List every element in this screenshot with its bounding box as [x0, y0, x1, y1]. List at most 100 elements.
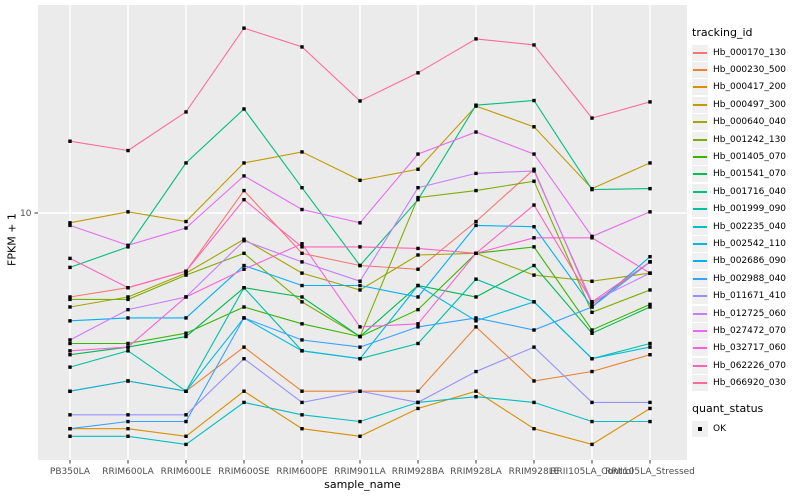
legend-title-quant-status: quant_status [692, 401, 764, 415]
legend-color-line-icon [693, 51, 707, 54]
legend-item-Hb_032717_060: Hb_032717_060 [692, 340, 800, 357]
svg-text:RRIM928BA: RRIM928BA [392, 467, 445, 477]
legend-item-label: Hb_011671_410 [713, 291, 787, 302]
legend-key-box [692, 131, 708, 148]
legend-items: Hb_000170_130 Hb_000230_500 Hb_000417_200 H… [692, 44, 800, 392]
svg-text:RRII105LA_Control: RRII105LA_Control [550, 467, 633, 477]
legend-item-label: Hb_001999_090 [713, 204, 787, 215]
legend-block-quant-status: quant_status OK [692, 402, 800, 438]
legend-color-line-icon [693, 312, 707, 315]
legend-color-line-icon [693, 347, 707, 350]
legend-item-label: Hb_000170_130 [713, 47, 787, 58]
legend-item-label: Hb_001541_070 [713, 169, 787, 180]
svg-text:RRIM600PE: RRIM600PE [276, 467, 328, 477]
legend-item-Hb_000170_130: Hb_000170_130 [692, 44, 800, 61]
legend-item-label: Hb_000230_500 [713, 65, 787, 76]
legend-item-Hb_066920_030: Hb_066920_030 [692, 374, 800, 392]
legend-item-label: Hb_027472_070 [713, 325, 787, 336]
legend-item-label: Hb_000640_040 [713, 117, 787, 128]
point-markers [68, 26, 652, 447]
svg-text:PB350LA: PB350LA [50, 467, 91, 477]
legend-item-Hb_000497_300: Hb_000497_300 [692, 96, 800, 113]
legend-item-ok: OK [692, 420, 800, 438]
legend-color-line-icon [693, 295, 707, 298]
legend-key-box [692, 183, 708, 200]
legend-key-box [692, 218, 708, 235]
legend-item-label: Hb_002235_040 [713, 221, 787, 232]
legend-item-Hb_001541_070: Hb_001541_070 [692, 166, 800, 183]
legend-color-line-icon [693, 260, 707, 263]
legend-key-box [692, 305, 708, 322]
legend-item-label: Hb_002686_090 [713, 256, 787, 267]
legend-item-Hb_002542_110: Hb_002542_110 [692, 235, 800, 252]
legend-key-box [692, 62, 708, 79]
legend-title-tracking-id: tracking_id [692, 26, 753, 39]
legend-key-box [692, 288, 708, 305]
legend-color-line-icon [693, 190, 707, 193]
svg-text:RRIM901LA: RRIM901LA [334, 467, 386, 477]
legend-color-line-icon [693, 138, 707, 141]
legend-item-label: Hb_032717_060 [713, 343, 787, 354]
legend-key-box [692, 166, 708, 183]
legend-item-Hb_001405_070: Hb_001405_070 [692, 148, 800, 166]
legend-key-box [692, 357, 708, 374]
legend-color-line-icon [693, 364, 707, 367]
legend-color-line-icon [693, 242, 707, 245]
legend-item-Hb_001716_040: Hb_001716_040 [692, 183, 800, 200]
legend-item-Hb_062226_070: Hb_062226_070 [692, 357, 800, 374]
legend-item-Hb_027472_070: Hb_027472_070 [692, 322, 800, 339]
legend-key-box [692, 201, 708, 218]
legend-color-line-icon [693, 121, 707, 124]
legend-key-box [692, 235, 708, 252]
svg-text:RRII105LA_Stressed: RRII105LA_Stressed [605, 467, 695, 477]
legend-key-box [692, 149, 708, 166]
svg-text:RRIM600SE: RRIM600SE [218, 467, 270, 477]
legend: tracking_id Hb_000170_130 Hb_000230_500 Hb… [692, 26, 800, 438]
legend-key-box [692, 253, 708, 270]
svg-text:10: 10 [20, 209, 32, 219]
svg-text:RRIM600LE: RRIM600LE [161, 467, 212, 477]
legend-item-Hb_000230_500: Hb_000230_500 [692, 61, 800, 79]
legend-item-label: Hb_001242_130 [713, 134, 787, 145]
legend-item-label: Hb_066920_030 [713, 378, 787, 389]
legend-color-line-icon [693, 173, 707, 176]
legend-item-Hb_002988_040: Hb_002988_040 [692, 270, 800, 287]
legend-item-label: Hb_001716_040 [713, 186, 787, 197]
gridlines [38, 5, 687, 460]
legend-key-box [692, 420, 708, 437]
legend-key-box [692, 114, 708, 131]
y-tick-labels: 10 [20, 209, 32, 219]
legend-item-label: Hb_002542_110 [713, 238, 787, 249]
legend-item-label: Hb_001405_070 [713, 152, 787, 163]
legend-item-Hb_002235_040: Hb_002235_040 [692, 218, 800, 235]
legend-item-Hb_001242_130: Hb_001242_130 [692, 131, 800, 148]
legend-item-label: Hb_000417_200 [713, 82, 787, 93]
legend-color-line-icon [693, 225, 707, 228]
legend-item-Hb_012725_060: Hb_012725_060 [692, 305, 800, 322]
legend-color-line-icon [693, 208, 707, 211]
legend-item-label: Hb_002988_040 [713, 273, 787, 284]
legend-item-Hb_001999_090: Hb_001999_090 [692, 201, 800, 218]
legend-item-Hb_000417_200: Hb_000417_200 [692, 79, 800, 96]
legend-key-box [692, 340, 708, 357]
legend-item-label: Hb_012725_060 [713, 308, 787, 319]
x-tick-labels: PB350LA RRIM600LA RRIM600LE RRIM600SE RRIM60… [50, 467, 695, 477]
y-axis-title: FPKM + 1 [5, 213, 19, 266]
legend-key-box [692, 96, 708, 113]
legend-color-line-icon [693, 382, 707, 385]
legend-color-line-icon [693, 86, 707, 89]
legend-color-line-icon [693, 103, 707, 106]
legend-item-Hb_002686_090: Hb_002686_090 [692, 253, 800, 270]
legend-color-line-icon [693, 277, 707, 280]
legend-item-label: OK [713, 423, 726, 434]
legend-key-box [692, 44, 708, 61]
x-axis-title: sample_name [324, 478, 401, 491]
legend-key-box [692, 79, 708, 96]
legend-item-label: Hb_062226_070 [713, 360, 787, 371]
legend-color-line-icon [693, 329, 707, 332]
ok-square-icon [698, 426, 702, 431]
legend-color-line-icon [693, 156, 707, 159]
svg-text:RRIM928LA: RRIM928LA [450, 467, 502, 477]
legend-item-Hb_000640_040: Hb_000640_040 [692, 114, 800, 131]
